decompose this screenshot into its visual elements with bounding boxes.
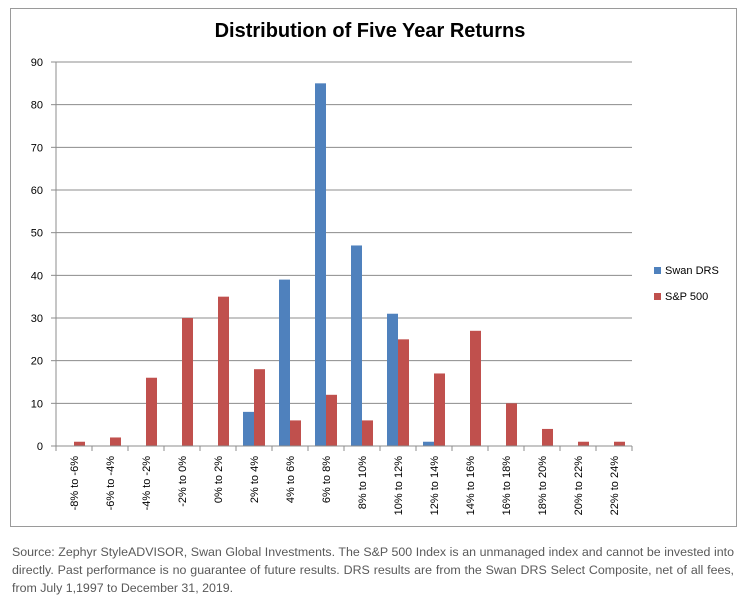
legend-swatch bbox=[654, 293, 661, 300]
bar-swan-drs bbox=[423, 441, 434, 446]
y-tick-label: 60 bbox=[31, 185, 43, 197]
x-tick-label: -2% to 0% bbox=[177, 456, 189, 507]
bar-sp500 bbox=[290, 420, 301, 446]
bar-swan-drs bbox=[315, 83, 326, 446]
bar-sp500 bbox=[434, 373, 445, 446]
x-tick-label: 18% to 20% bbox=[537, 456, 549, 516]
x-tick-label: 2% to 4% bbox=[249, 456, 261, 503]
y-tick-label: 70 bbox=[31, 142, 43, 154]
bar-sp500 bbox=[614, 441, 625, 446]
x-tick-label: 4% to 6% bbox=[285, 456, 297, 503]
y-tick-label: 30 bbox=[31, 313, 43, 325]
bar-sp500 bbox=[578, 441, 589, 446]
x-axis: -8% to -6% -6% to -4% -4% to -2% -2% to 0% 0… bbox=[55, 445, 633, 516]
bar-sp500 bbox=[218, 296, 229, 446]
x-tick-label: 16% to 18% bbox=[501, 456, 513, 516]
bar-sp500 bbox=[542, 428, 553, 446]
y-tick-label: 40 bbox=[31, 270, 43, 282]
x-tick-label: 8% to 10% bbox=[357, 456, 369, 509]
y-tick-label: 10 bbox=[31, 398, 43, 410]
bar-sp500 bbox=[74, 441, 85, 446]
y-tick-label: 50 bbox=[31, 228, 43, 240]
x-tick-label: -6% to -4% bbox=[105, 456, 117, 511]
legend-label: S&P 500 bbox=[665, 291, 708, 303]
y-axis: 0 10 20 30 40 50 60 70 80 90 bbox=[31, 57, 57, 453]
bar-sp500 bbox=[110, 437, 121, 446]
x-tick-label: -4% to -2% bbox=[141, 456, 153, 511]
y-tick-label: 80 bbox=[31, 100, 43, 112]
source-footnote: Source: Zephyr StyleADVISOR, Swan Global… bbox=[12, 545, 734, 595]
x-tick-label: 0% to 2% bbox=[213, 456, 225, 503]
legend-label: Swan DRS bbox=[665, 265, 719, 277]
x-tick-label: 14% to 16% bbox=[465, 456, 477, 516]
legend: Swan DRS S&P 500 bbox=[654, 265, 719, 303]
y-tick-label: 0 bbox=[37, 441, 43, 453]
chart: Distribution of Five Year Returns 0 10 20 3… bbox=[31, 20, 719, 516]
bar-sp500 bbox=[146, 377, 157, 446]
legend-swatch bbox=[654, 267, 661, 274]
x-tick-label: 10% to 12% bbox=[393, 456, 405, 516]
x-tick-label: 12% to 14% bbox=[429, 456, 441, 516]
bar-sp500 bbox=[398, 339, 409, 446]
bar-swan-drs bbox=[351, 245, 362, 446]
bar-sp500 bbox=[254, 369, 265, 446]
bar-sp500 bbox=[326, 394, 337, 446]
x-tick-label: 22% to 24% bbox=[609, 456, 621, 516]
x-tick-label: 20% to 22% bbox=[573, 456, 585, 516]
y-tick-label: 20 bbox=[31, 356, 43, 368]
bars bbox=[74, 83, 625, 446]
chart-title: Distribution of Five Year Returns bbox=[215, 20, 526, 42]
bar-sp500 bbox=[506, 403, 517, 446]
bar-swan-drs bbox=[243, 411, 254, 446]
bar-swan-drs bbox=[279, 279, 290, 446]
bar-sp500 bbox=[182, 318, 193, 446]
bar-sp500 bbox=[470, 330, 481, 446]
chart-frame: Distribution of Five Year Returns 0 10 20 3… bbox=[10, 8, 737, 527]
gridlines bbox=[56, 61, 632, 404]
x-tick-label: 6% to 8% bbox=[321, 456, 333, 503]
x-tick-label: -8% to -6% bbox=[69, 456, 81, 511]
bar-swan-drs bbox=[387, 313, 398, 446]
bar-sp500 bbox=[362, 420, 373, 446]
y-tick-label: 90 bbox=[31, 57, 43, 69]
